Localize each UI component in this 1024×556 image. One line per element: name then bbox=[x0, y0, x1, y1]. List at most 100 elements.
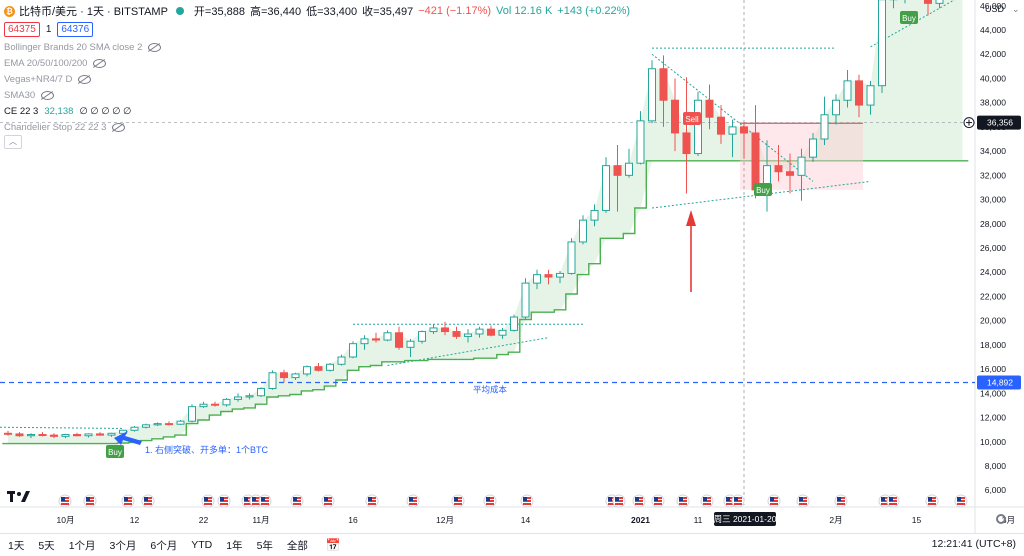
candle[interactable] bbox=[774, 145, 783, 182]
indicator-vegas[interactable]: Vegas+NR4/7 D bbox=[4, 74, 92, 85]
candle[interactable] bbox=[245, 393, 254, 400]
candle[interactable] bbox=[498, 327, 507, 339]
indicator-bollinger[interactable]: Bollinger Brands 20 SMA close 2 bbox=[4, 42, 162, 53]
indicator-ce[interactable]: CE 22 3 32,138 ∅ ∅ ∅ ∅ ∅ bbox=[4, 106, 131, 117]
timeframe-6m[interactable]: 6个月 bbox=[150, 539, 178, 552]
candle[interactable] bbox=[625, 148, 633, 178]
timeframe-all[interactable]: 全部 bbox=[286, 539, 308, 552]
candle[interactable] bbox=[832, 94, 840, 125]
candle[interactable] bbox=[372, 332, 380, 343]
timeframe-3m[interactable]: 3个月 bbox=[109, 539, 137, 552]
candle[interactable] bbox=[556, 271, 564, 284]
candle[interactable] bbox=[866, 80, 875, 115]
candle[interactable] bbox=[452, 326, 461, 339]
hidden-eye-icon[interactable] bbox=[78, 75, 92, 84]
candle[interactable] bbox=[349, 341, 357, 359]
us-flag-event-icon[interactable] bbox=[731, 494, 745, 508]
tradingview-logo[interactable] bbox=[7, 490, 33, 504]
buy-marker-1-bg[interactable] bbox=[106, 445, 124, 458]
us-flag-event-icon[interactable] bbox=[886, 494, 900, 508]
candle[interactable] bbox=[15, 432, 24, 437]
candle[interactable] bbox=[602, 157, 610, 213]
candle[interactable] bbox=[809, 132, 817, 163]
candle[interactable] bbox=[337, 354, 346, 366]
candle[interactable] bbox=[291, 372, 300, 381]
timeframe-1m[interactable]: 1个月 bbox=[68, 539, 96, 552]
candle[interactable] bbox=[199, 401, 208, 408]
candle[interactable] bbox=[878, 0, 886, 93]
buy-quote-button[interactable]: 64376 bbox=[57, 22, 94, 37]
candle[interactable] bbox=[27, 433, 35, 439]
candle[interactable] bbox=[429, 324, 438, 334]
candle[interactable] bbox=[487, 325, 495, 337]
candle[interactable] bbox=[107, 432, 116, 437]
us-flag-event-icon[interactable] bbox=[483, 494, 497, 508]
candle[interactable] bbox=[314, 363, 323, 372]
candle[interactable] bbox=[153, 422, 162, 427]
buy-marker-3-bg[interactable] bbox=[900, 11, 918, 24]
candle[interactable] bbox=[924, 0, 932, 16]
timeframe-5y[interactable]: 5年 bbox=[256, 539, 273, 552]
candle[interactable] bbox=[648, 60, 656, 124]
timeframe-1d[interactable]: 1天 bbox=[8, 539, 25, 552]
candle[interactable] bbox=[234, 393, 242, 402]
candle[interactable] bbox=[326, 363, 334, 372]
candle[interactable] bbox=[84, 433, 93, 438]
hidden-eye-icon[interactable] bbox=[148, 43, 162, 52]
timeframe-5d[interactable]: 5天 bbox=[38, 539, 55, 552]
candle[interactable] bbox=[510, 314, 518, 332]
us-flag-event-icon[interactable] bbox=[651, 494, 665, 508]
candle[interactable] bbox=[406, 338, 415, 357]
candle[interactable] bbox=[717, 105, 725, 144]
candle[interactable] bbox=[521, 278, 530, 320]
candle[interactable] bbox=[475, 326, 484, 338]
collapse-legend-button[interactable]: ︿ bbox=[4, 135, 22, 149]
us-flag-event-icon[interactable] bbox=[767, 494, 781, 508]
candle[interactable] bbox=[579, 215, 587, 245]
indicator-sma30[interactable]: SMA30 bbox=[4, 90, 55, 101]
candle[interactable] bbox=[820, 96, 829, 146]
candle[interactable] bbox=[797, 148, 806, 201]
settings-gear-icon[interactable] bbox=[996, 514, 1006, 524]
candle[interactable] bbox=[728, 119, 737, 158]
candle[interactable] bbox=[176, 419, 185, 425]
candle[interactable] bbox=[50, 433, 58, 439]
candle[interactable] bbox=[418, 330, 426, 344]
sell-marker-bg[interactable] bbox=[683, 112, 701, 125]
candle[interactable] bbox=[843, 69, 852, 108]
candle[interactable] bbox=[544, 269, 553, 285]
candle[interactable] bbox=[4, 430, 12, 436]
us-flag-event-icon[interactable] bbox=[632, 494, 646, 508]
us-flag-event-icon[interactable] bbox=[700, 494, 714, 508]
symbol-name[interactable]: 比特币/美元 · 1天 · BITSTAMP bbox=[19, 6, 168, 18]
candle[interactable] bbox=[855, 74, 863, 118]
candle[interactable] bbox=[935, 0, 944, 9]
us-flag-event-icon[interactable] bbox=[406, 494, 420, 508]
candle[interactable] bbox=[38, 432, 47, 437]
candle[interactable] bbox=[740, 122, 748, 159]
candle[interactable] bbox=[464, 329, 472, 343]
us-flag-event-icon[interactable] bbox=[141, 494, 155, 508]
candle[interactable] bbox=[786, 153, 794, 194]
candle[interactable] bbox=[671, 78, 679, 152]
hidden-eye-icon[interactable] bbox=[41, 91, 55, 100]
candle[interactable] bbox=[533, 269, 541, 290]
us-flag-event-icon[interactable] bbox=[365, 494, 379, 508]
us-flag-event-icon[interactable] bbox=[201, 494, 215, 508]
us-flag-event-icon[interactable] bbox=[925, 494, 939, 508]
candle[interactable] bbox=[590, 204, 599, 227]
buy-marker-2-bg[interactable] bbox=[754, 183, 772, 196]
us-flag-event-icon[interactable] bbox=[796, 494, 810, 508]
us-flag-event-icon[interactable] bbox=[834, 494, 848, 508]
currency-select[interactable]: USD ⌄ bbox=[985, 4, 1020, 15]
hidden-eye-icon[interactable] bbox=[93, 59, 107, 68]
indicator-ema[interactable]: EMA 20/50/100/200 bbox=[4, 58, 107, 69]
us-flag-event-icon[interactable] bbox=[612, 494, 626, 508]
timeframe-ytd[interactable]: YTD bbox=[191, 539, 213, 551]
us-flag-event-icon[interactable] bbox=[520, 494, 534, 508]
candle[interactable] bbox=[889, 0, 898, 9]
us-flag-event-icon[interactable] bbox=[258, 494, 272, 508]
us-flag-event-icon[interactable] bbox=[83, 494, 97, 508]
candle[interactable] bbox=[222, 398, 231, 407]
timeframe-1y[interactable]: 1年 bbox=[226, 539, 243, 552]
